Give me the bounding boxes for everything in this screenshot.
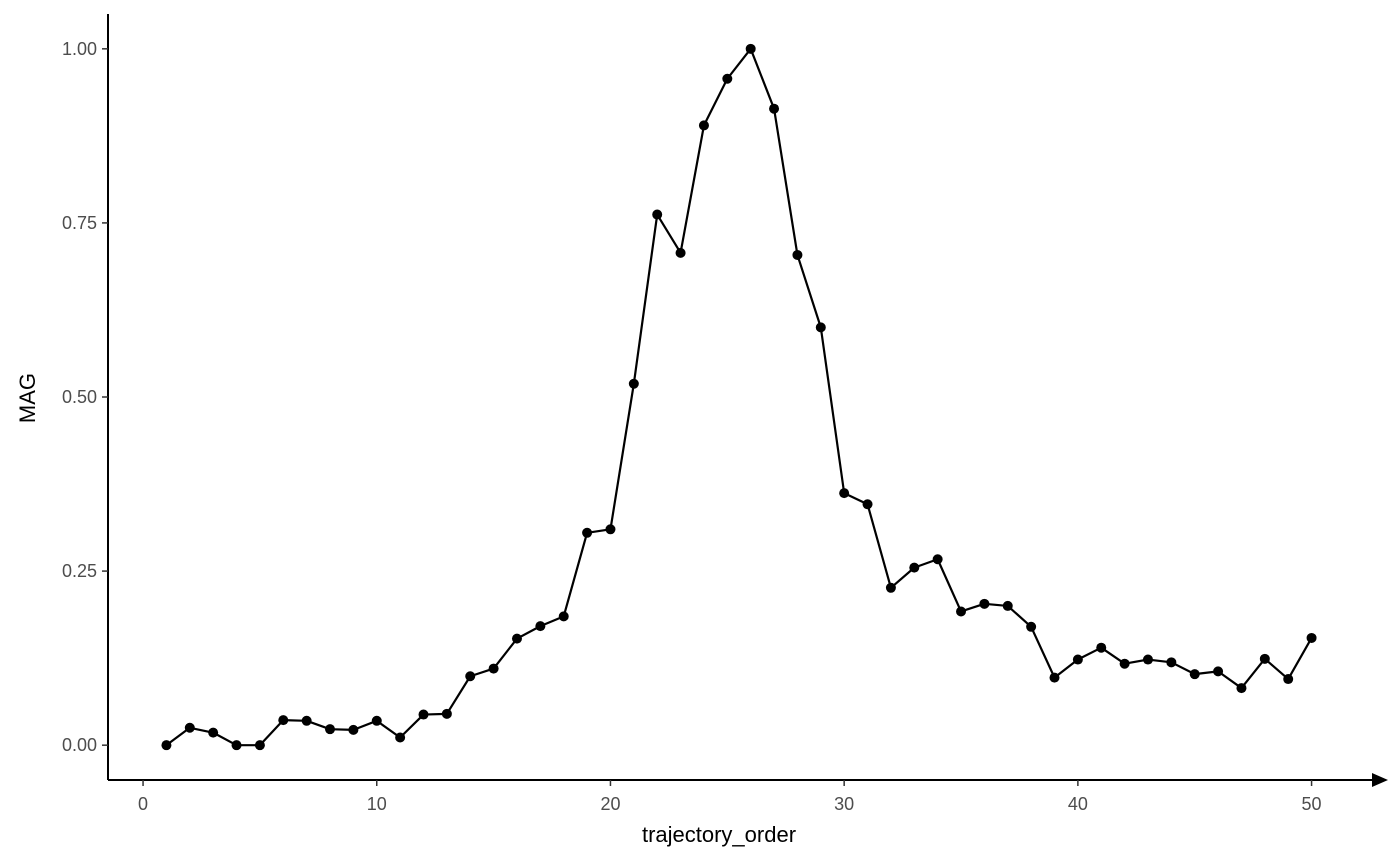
x-axis-arrow — [1372, 773, 1388, 787]
data-point — [1119, 658, 1130, 669]
data-point — [488, 663, 499, 674]
data-point — [371, 715, 382, 726]
data-point — [1049, 672, 1060, 683]
data-point — [1072, 654, 1083, 665]
data-point — [1142, 654, 1153, 665]
data-point — [535, 621, 546, 632]
data-point — [582, 527, 593, 538]
data-point — [909, 562, 920, 573]
data-point — [184, 722, 195, 733]
data-point — [301, 715, 312, 726]
data-point — [932, 554, 943, 565]
data-point — [1166, 657, 1177, 668]
data-point — [1306, 632, 1317, 643]
data-point — [161, 740, 172, 751]
x-tick-label: 0 — [138, 794, 148, 814]
y-ticks: 0.00 0.25 0.50 0.75 1.00 — [62, 39, 108, 755]
data-point — [698, 120, 709, 131]
data-point — [1236, 683, 1247, 694]
data-point — [885, 582, 896, 593]
data-point — [511, 633, 522, 644]
data-point — [395, 732, 406, 743]
plot-area — [161, 43, 1317, 751]
data-point — [769, 103, 780, 114]
data-point — [1283, 674, 1294, 685]
data-point — [815, 322, 826, 333]
data-point — [1096, 642, 1107, 653]
data-point — [862, 499, 873, 510]
data-points — [161, 43, 1317, 751]
x-tick-label: 40 — [1068, 794, 1088, 814]
x-ticks: 0 10 20 30 40 50 — [138, 780, 1322, 814]
data-point — [745, 43, 756, 54]
data-point — [278, 715, 289, 726]
x-tick-label: 20 — [600, 794, 620, 814]
x-tick-label: 30 — [834, 794, 854, 814]
data-point — [1026, 621, 1037, 632]
y-tick-label: 0.75 — [62, 213, 97, 233]
data-point — [979, 598, 990, 609]
y-tick-label: 0.25 — [62, 561, 97, 581]
data-point — [441, 708, 452, 719]
data-point — [839, 488, 850, 499]
x-tick-label: 50 — [1302, 794, 1322, 814]
data-point — [1189, 669, 1200, 680]
data-point — [628, 378, 639, 389]
data-point — [418, 709, 429, 720]
data-point — [956, 606, 967, 617]
data-point — [231, 740, 242, 751]
data-point — [652, 209, 663, 220]
x-tick-label: 10 — [367, 794, 387, 814]
data-point — [1259, 653, 1270, 664]
y-tick-label: 0.00 — [62, 735, 97, 755]
data-point — [558, 611, 569, 622]
y-axis-title: MAG — [15, 373, 40, 423]
y-tick-label: 1.00 — [62, 39, 97, 59]
x-axis-title: trajectory_order — [642, 822, 796, 847]
data-point — [722, 73, 733, 84]
data-point — [254, 740, 265, 751]
data-point — [1213, 666, 1224, 677]
data-point — [465, 671, 476, 682]
data-point — [325, 724, 336, 735]
series-line — [165, 47, 1313, 747]
data-point — [605, 524, 616, 535]
data-point — [792, 249, 803, 260]
data-point — [675, 247, 686, 258]
y-tick-label: 0.50 — [62, 387, 97, 407]
data-point — [208, 727, 219, 738]
data-point — [348, 724, 359, 735]
data-point — [1002, 600, 1013, 611]
